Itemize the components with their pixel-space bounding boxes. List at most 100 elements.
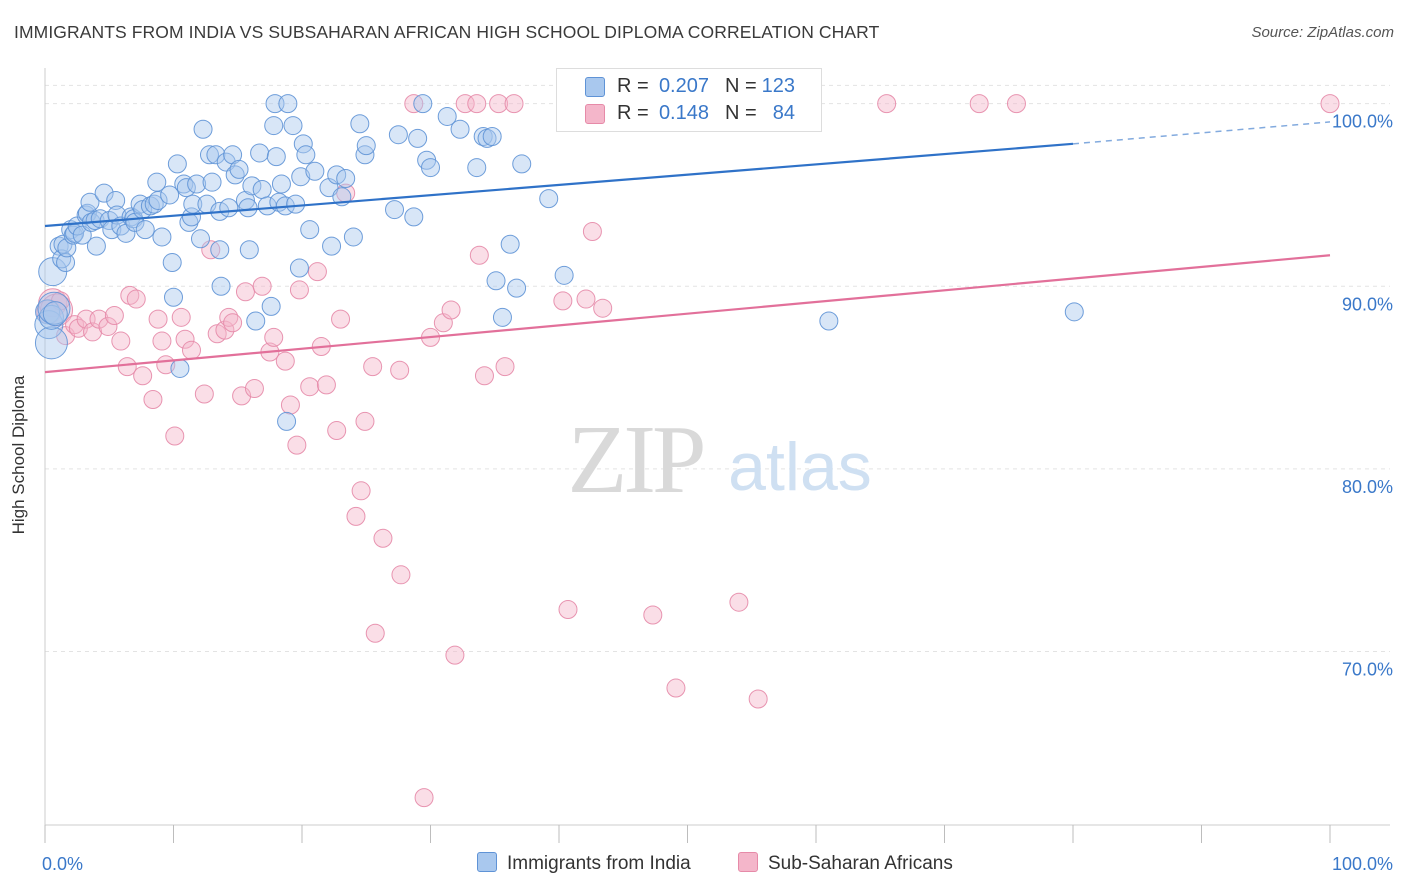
point-subsaharan	[104, 305, 124, 325]
point-subsaharan	[223, 313, 243, 333]
axes	[44, 68, 1390, 843]
chart-title: IMMIGRANTS FROM INDIA VS SUBSAHARAN AFRI…	[14, 22, 880, 42]
legend-item-india: Immigrants from India	[477, 852, 691, 875]
point-india	[343, 227, 363, 247]
trend-line-india-extension	[1072, 121, 1331, 145]
point-india	[144, 194, 164, 214]
point-india	[52, 249, 72, 269]
point-subsaharan	[289, 280, 309, 300]
point-india	[408, 128, 428, 148]
legend-row-subsaharan: R = 0.148 N = 84	[557, 102, 821, 128]
legend-label-subsaharan: Sub-Saharan Africans	[768, 853, 953, 874]
point-subsaharan	[165, 426, 185, 446]
point-subsaharan	[133, 366, 153, 386]
point-subsaharan	[495, 357, 515, 377]
point-subsaharan	[363, 357, 383, 377]
point-india	[500, 234, 520, 254]
point-subsaharan	[83, 322, 103, 342]
point-india	[507, 278, 527, 298]
point-india	[286, 194, 306, 214]
watermark: ZIP atlas	[568, 406, 872, 514]
point-subsaharan	[469, 245, 489, 265]
point-india	[404, 207, 424, 227]
point-subsaharan	[373, 528, 393, 548]
legend-n-value: 84	[772, 102, 795, 124]
point-subsaharan	[194, 384, 214, 404]
point-subsaharan	[355, 411, 375, 431]
legend-swatch-subsaharan	[585, 104, 605, 124]
point-india	[264, 116, 284, 136]
point-india	[170, 358, 190, 378]
point-subsaharan	[300, 377, 320, 397]
point-subsaharan	[175, 329, 195, 349]
point-india	[252, 179, 272, 199]
point-india	[486, 271, 506, 291]
legend-swatch-india	[585, 77, 605, 97]
point-subsaharan	[171, 307, 191, 327]
point-subsaharan	[582, 221, 602, 241]
point-india	[437, 106, 457, 126]
point-subsaharan	[181, 340, 201, 360]
legend-swatch-india	[477, 852, 497, 872]
point-subsaharan	[307, 262, 327, 282]
point-india	[210, 240, 230, 260]
point-india	[239, 240, 259, 260]
point-india	[385, 200, 405, 220]
point-india	[42, 301, 68, 327]
point-india	[152, 227, 172, 247]
watermark-atlas: atlas	[728, 429, 872, 505]
point-subsaharan	[346, 506, 366, 526]
x-tick-label-min: 0.0%	[42, 854, 83, 874]
point-subsaharan	[117, 357, 137, 377]
point-india	[34, 326, 68, 360]
point-india	[57, 238, 77, 258]
point-india	[206, 145, 226, 165]
source-label: Source: ZipAtlas.com	[1251, 24, 1394, 41]
point-india	[421, 158, 440, 178]
point-india	[176, 178, 196, 198]
y-tick-label: 90.0%	[1342, 294, 1393, 314]
point-subsaharan	[390, 360, 410, 380]
point-india	[193, 119, 213, 139]
legend-r-label: R =	[617, 75, 649, 97]
point-subsaharan	[1006, 94, 1026, 114]
point-india	[86, 236, 106, 256]
point-india	[450, 119, 470, 139]
point-india	[225, 165, 245, 185]
point-subsaharan	[351, 481, 371, 501]
correlation-legend: R = 0.207 N = 123 R = 0.148 N = 84	[556, 68, 822, 132]
series-sub-saharan-points	[36, 94, 1340, 808]
point-india	[250, 143, 270, 163]
point-subsaharan	[455, 94, 475, 114]
point-india	[388, 125, 408, 145]
point-india	[413, 94, 433, 114]
legend-n-label: N =	[725, 102, 757, 124]
point-subsaharan	[65, 315, 85, 335]
point-india	[467, 158, 487, 178]
point-subsaharan	[235, 282, 255, 302]
point-subsaharan	[558, 600, 578, 620]
point-india	[34, 310, 64, 340]
point-subsaharan	[126, 289, 146, 309]
point-india	[106, 190, 126, 210]
point-subsaharan	[215, 320, 235, 340]
y-tick-label: 100.0%	[1332, 112, 1393, 132]
point-india	[336, 169, 356, 189]
point-india	[539, 189, 559, 209]
point-india	[293, 134, 313, 154]
point-subsaharan	[152, 331, 172, 351]
point-india	[289, 258, 309, 278]
tick-labels: 70.0% 80.0% 90.0% 100.0% 0.0% 100.0%	[42, 112, 1393, 874]
legend-n-label: N =	[725, 75, 757, 97]
point-india	[167, 154, 187, 174]
point-india	[300, 220, 320, 240]
point-india	[277, 411, 297, 431]
legend-r-label: R =	[617, 102, 649, 124]
point-subsaharan	[219, 307, 239, 327]
watermark-zip: ZIP	[568, 406, 703, 514]
point-india	[190, 229, 210, 249]
point-india	[238, 198, 258, 218]
point-india	[179, 212, 199, 232]
point-subsaharan	[120, 285, 140, 305]
